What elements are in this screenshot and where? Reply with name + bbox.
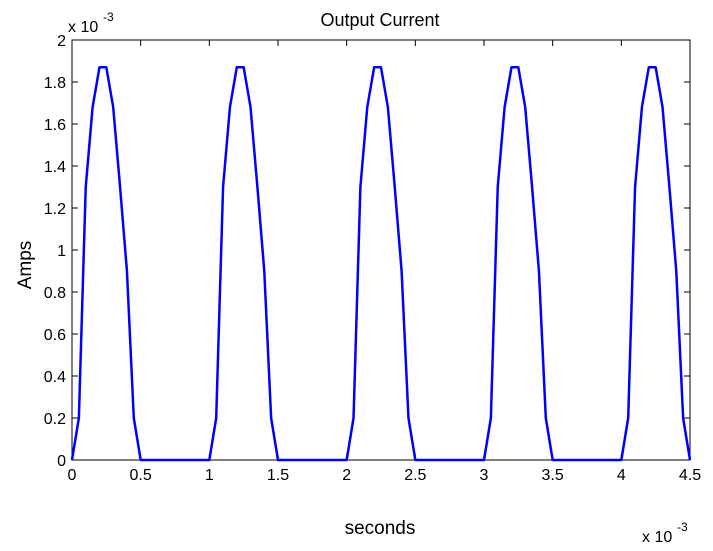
y-tick-label: 0.8 [44, 285, 66, 302]
y-axis-title: Amps [15, 241, 36, 290]
plot-area-box [71, 39, 691, 461]
x-multiplier-exponent: -3 [677, 520, 688, 534]
y-tick-label: 1.8 [44, 75, 66, 92]
x-tick-label: 4.5 [679, 467, 701, 484]
x-axis-title: seconds [345, 518, 416, 539]
x-tick-label: 2.5 [404, 467, 426, 484]
y-tick-label: 0.4 [44, 369, 66, 386]
x-multiplier-base: x 10 [642, 529, 672, 546]
ticks-layer: 0 0.5 1 1.5 2 2.5 3 3.5 4 4.5 0 0.2 0.4 0.6 0.8 1 1.2 1.4… [44, 33, 701, 484]
y-tick-label: 1.2 [44, 201, 66, 218]
x-tick-label: 4 [617, 467, 626, 484]
y-tick-label: 0.2 [44, 411, 66, 428]
y-tick-label: 1.6 [44, 117, 66, 134]
y-tick-label: 1 [57, 243, 66, 260]
x-tick-label: 1.5 [267, 467, 289, 484]
x-tick-label: 3 [480, 467, 489, 484]
y-tick-label: 2 [57, 33, 66, 50]
y-tick-label: 0.6 [44, 327, 66, 344]
y-multiplier-base: x 10 [68, 19, 98, 36]
x-tick-label: 0 [68, 467, 77, 484]
axes-layer [71, 39, 691, 461]
chart-title: Output Current [320, 10, 439, 30]
x-tick-label: 1 [205, 467, 214, 484]
x-tick-label: 3.5 [542, 467, 564, 484]
y-multiplier-exponent: -3 [103, 10, 114, 24]
series-line-0 [70, 66, 692, 462]
y-tick-label: 0 [57, 453, 66, 470]
x-tick-label: 2 [342, 467, 351, 484]
y-tick-label: 1.4 [44, 159, 66, 176]
series-layer [70, 66, 692, 462]
x-tick-label: 0.5 [130, 467, 152, 484]
